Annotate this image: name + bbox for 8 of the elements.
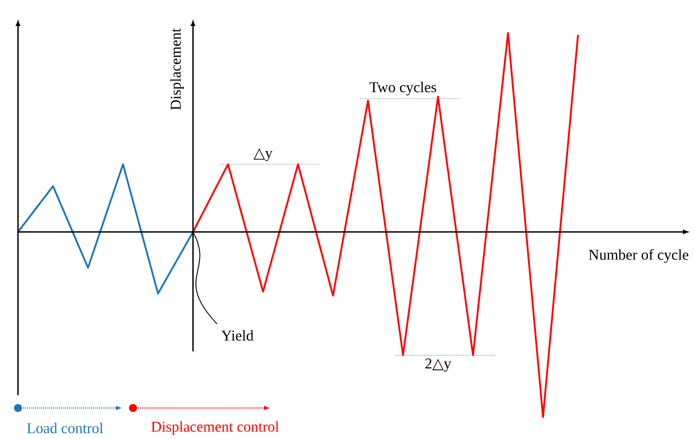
- y-axis-title: Displacement: [170, 28, 184, 110]
- ref-line-label: △y: [254, 148, 272, 162]
- ref-line-label: Two cycles: [370, 82, 436, 96]
- legend-label: Load control: [27, 422, 104, 434]
- legend-label: Displacement control: [151, 421, 279, 435]
- ref-line-label: 2△y: [425, 358, 452, 372]
- x-axis-title: Number of cycle: [588, 249, 688, 263]
- annotation: Yield: [221, 330, 254, 341]
